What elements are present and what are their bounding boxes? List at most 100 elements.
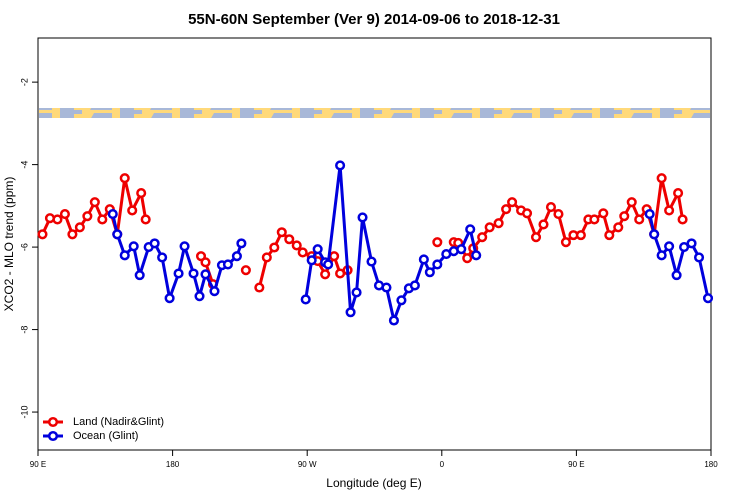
data-point xyxy=(396,295,407,306)
data-point xyxy=(357,212,368,223)
data-point xyxy=(276,227,287,238)
data-point xyxy=(471,250,482,261)
data-point xyxy=(188,268,199,279)
data-point xyxy=(501,204,512,215)
data-point xyxy=(173,268,184,279)
data-point xyxy=(693,252,705,263)
data-point xyxy=(52,214,63,225)
data-point xyxy=(575,230,586,241)
data-point xyxy=(664,205,675,216)
data-point xyxy=(649,229,660,240)
data-point xyxy=(626,197,637,208)
data-point xyxy=(112,229,123,240)
data-point xyxy=(560,237,571,248)
data-point xyxy=(300,294,311,305)
data-point xyxy=(82,211,93,222)
data-point xyxy=(107,209,118,220)
data-point xyxy=(59,209,70,220)
data-point xyxy=(119,173,130,184)
data-point xyxy=(619,211,630,222)
data-point xyxy=(231,251,242,262)
data-point xyxy=(656,250,667,261)
data-point xyxy=(538,219,549,230)
y-tick-label: -2 xyxy=(19,78,29,86)
data-point xyxy=(456,244,467,255)
data-point xyxy=(432,237,443,248)
data-point xyxy=(677,214,688,225)
data-point xyxy=(164,293,175,304)
data-point xyxy=(306,255,317,266)
legend-swatch-marker xyxy=(47,430,59,442)
data-point xyxy=(351,287,362,298)
data-point xyxy=(284,234,295,245)
data-point xyxy=(157,252,168,263)
data-point xyxy=(200,257,211,268)
data-point xyxy=(634,214,645,225)
data-point xyxy=(409,280,420,291)
y-axis-label: XCO2 - MLO trend (ppm) xyxy=(2,177,16,312)
data-point xyxy=(312,244,323,255)
data-point xyxy=(335,160,346,171)
data-point xyxy=(74,222,85,233)
chart-title: 55N-60N September (Ver 9) 2014-09-06 to … xyxy=(188,11,560,28)
data-point xyxy=(604,230,615,241)
data-point xyxy=(200,269,211,280)
x-tick-label: 90 E xyxy=(568,460,584,469)
data-point xyxy=(119,250,130,261)
data-point xyxy=(493,218,504,229)
data-point xyxy=(261,252,272,263)
x-tick-label: 180 xyxy=(166,460,180,469)
y-tick-label: -6 xyxy=(19,243,29,251)
x-tick-label: 0 xyxy=(440,460,445,469)
y-tick-label: -4 xyxy=(19,161,29,169)
data-point xyxy=(240,265,251,276)
data-point xyxy=(673,188,684,199)
data-point xyxy=(297,247,308,258)
x-tick-label: 180 xyxy=(704,460,718,469)
data-point xyxy=(323,259,334,270)
data-point xyxy=(381,282,392,293)
data-point xyxy=(209,286,220,297)
data-point xyxy=(149,238,160,249)
data-point xyxy=(644,209,655,220)
y-tick-label: -8 xyxy=(19,326,29,334)
data-point xyxy=(128,241,139,252)
data-point xyxy=(484,222,495,233)
data-point xyxy=(477,232,488,243)
data-point xyxy=(664,241,675,252)
data-point xyxy=(613,222,624,233)
data-point xyxy=(465,224,476,235)
legend-label: Land (Nadir&Glint) xyxy=(73,416,164,428)
x-tick-label: 90 W xyxy=(298,460,317,469)
y-tick-label: -10 xyxy=(19,406,29,419)
data-point xyxy=(656,173,667,184)
data-point xyxy=(507,197,518,208)
data-point xyxy=(366,256,377,267)
land-mask-strip xyxy=(39,108,710,118)
data-point xyxy=(236,238,247,249)
data-point xyxy=(67,229,78,240)
legend-swatch-marker xyxy=(47,416,59,428)
plot-frame xyxy=(37,37,712,451)
data-point xyxy=(545,202,557,213)
data-point xyxy=(589,214,600,225)
data-point xyxy=(553,209,564,220)
data-point xyxy=(671,270,682,281)
data-point xyxy=(179,241,190,252)
data-point xyxy=(127,205,138,216)
x-tick-label: 90 E xyxy=(30,460,46,469)
data-point xyxy=(89,197,100,208)
data-point xyxy=(686,238,697,249)
data-point xyxy=(320,269,331,280)
x-axis-label: Longitude (deg E) xyxy=(326,476,421,490)
data-point xyxy=(521,208,533,219)
data-point xyxy=(269,242,280,253)
data-point xyxy=(254,282,265,293)
legend-label: Ocean (Glint) xyxy=(73,430,138,442)
data-point xyxy=(424,267,435,278)
data-point xyxy=(702,293,714,304)
data-point xyxy=(136,188,147,199)
data-point xyxy=(194,291,205,302)
